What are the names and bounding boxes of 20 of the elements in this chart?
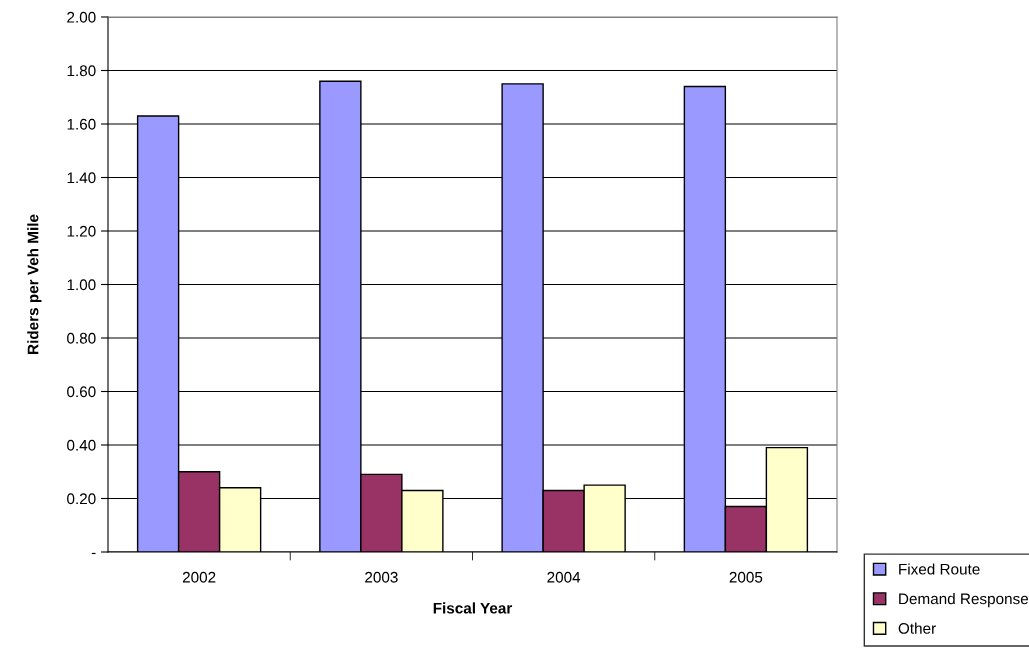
y-tick-label: 0.40 bbox=[67, 439, 96, 451]
x-tick-label: 2005 bbox=[729, 571, 763, 583]
legend-label: Other bbox=[898, 622, 936, 634]
y-axis-title: Riders per Veh Mile bbox=[27, 214, 42, 354]
y-tick-label: 1.40 bbox=[67, 172, 96, 184]
x-tick-label: 2004 bbox=[547, 571, 581, 583]
y-tick-label: 2.00 bbox=[67, 11, 96, 23]
y-tick-label: 1.00 bbox=[67, 279, 96, 291]
x-tick-label: 2002 bbox=[182, 571, 216, 583]
y-tick-label: 0.60 bbox=[67, 386, 96, 398]
legend-label: Demand Response bbox=[899, 593, 1029, 608]
y-tick-label: 1.20 bbox=[67, 225, 96, 237]
legend-label: Fixed Route bbox=[899, 563, 980, 575]
x-tick-label: 2003 bbox=[365, 571, 398, 583]
y-tick-label: - bbox=[91, 552, 96, 555]
y-tick-label: 0.80 bbox=[67, 332, 96, 344]
y-tick-label: 1.60 bbox=[67, 118, 96, 130]
x-axis-title: Fiscal Year bbox=[433, 602, 513, 614]
y-tick-label: 0.20 bbox=[67, 493, 96, 505]
y-tick-label: 1.80 bbox=[67, 65, 96, 77]
